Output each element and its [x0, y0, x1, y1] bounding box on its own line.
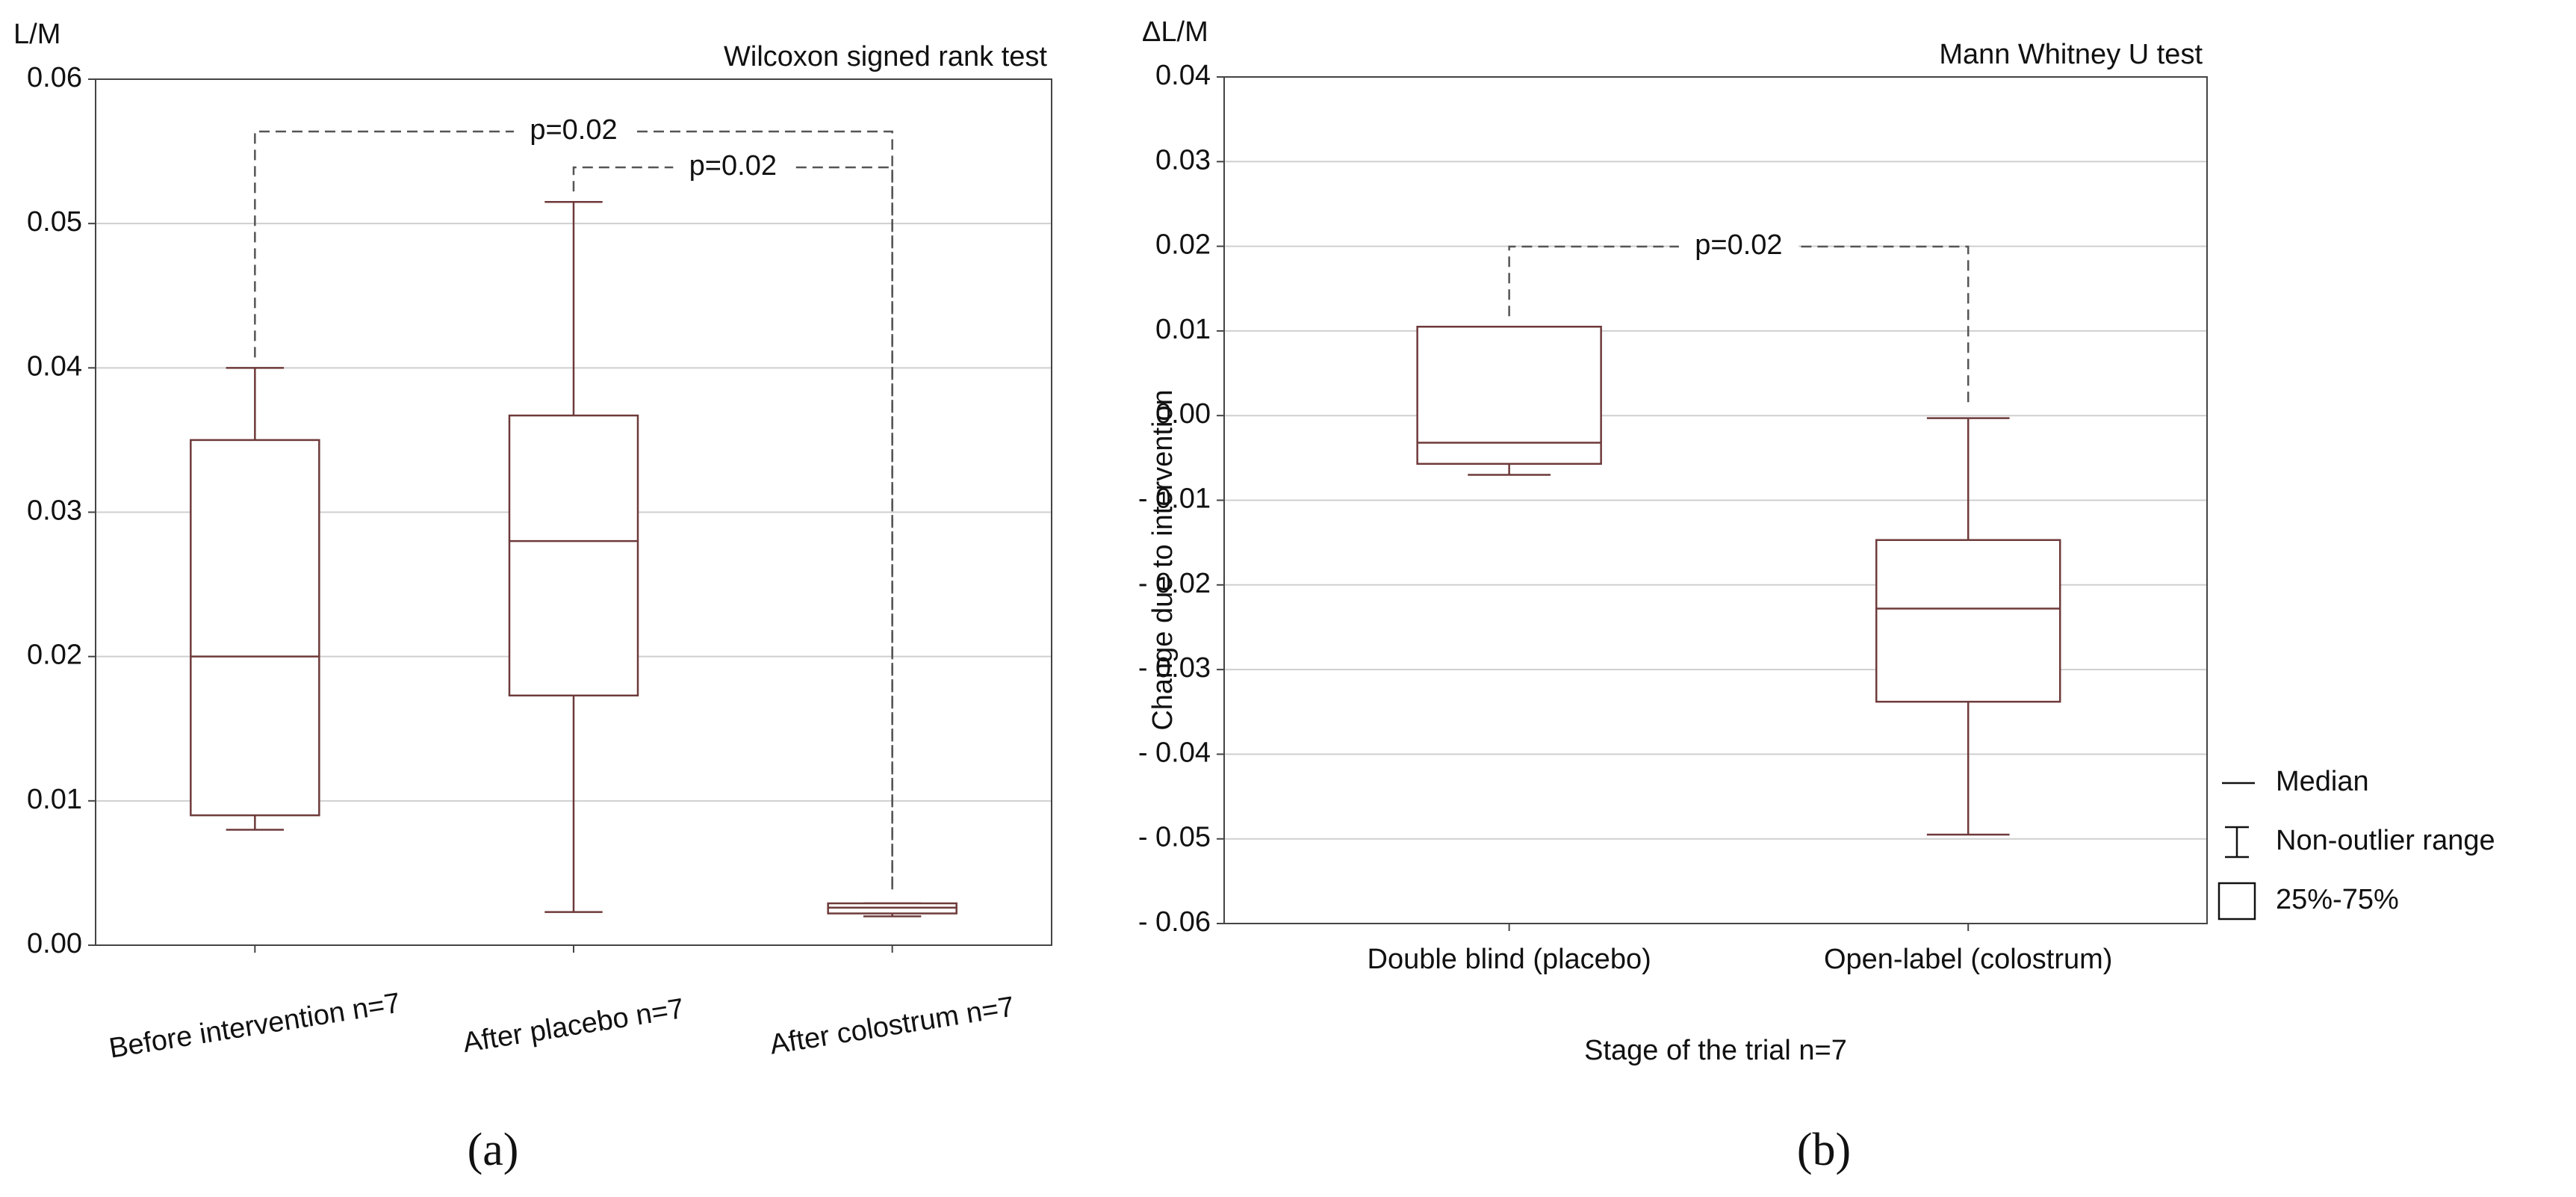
annotation: p=0.02: [689, 150, 777, 182]
annotation-bg: [514, 114, 633, 149]
y-tick-label: 0.04: [27, 350, 82, 382]
x-tick-label: After placebo n=7: [461, 993, 686, 1059]
y-tick-label: - 0.01: [1138, 483, 1211, 515]
annotation-bg: [673, 149, 793, 185]
x-tick-label: After colostrum n=7: [768, 991, 1017, 1060]
box: [1875, 539, 2061, 703]
y-tick-label: 0.00: [1155, 398, 1211, 430]
box: [190, 439, 320, 817]
legend-label: 25%-75%: [2276, 884, 2399, 915]
y-tick-label: 0.00: [27, 928, 82, 959]
box: [508, 414, 639, 697]
plot-frame: [1223, 76, 2208, 924]
y-tick-label: 0.02: [27, 640, 82, 671]
chart-title: Mann Whitney U test: [1939, 39, 2203, 70]
x-axis-label: Stage of the trial n=7: [1584, 1035, 1847, 1066]
legend-range-key: [2225, 826, 2249, 859]
y-tick-label: 0.01: [1155, 314, 1211, 345]
unit-label: ΔL/M: [1142, 16, 1208, 48]
annotation: p=0.02: [530, 114, 617, 146]
annotation-bg: [1678, 229, 1798, 265]
legend-box-key: [2217, 882, 2256, 921]
legend-label: Median: [2276, 766, 2369, 797]
unit-label: L/M: [13, 19, 60, 50]
annotation: p=0.02: [1695, 229, 1782, 261]
box: [1416, 325, 1602, 466]
y-tick-label: - 0.02: [1138, 568, 1211, 599]
x-tick-label: Double blind (placebo): [1368, 944, 1651, 975]
y-tick-label: 0.04: [1155, 60, 1211, 91]
y-tick-label: 0.05: [27, 206, 82, 238]
y-tick-label: 0.03: [1155, 144, 1211, 176]
y-tick-label: 0.02: [1155, 229, 1211, 261]
x-tick-label: Before intervention n=7: [107, 987, 403, 1064]
panel-label: (a): [468, 1125, 519, 1175]
y-axis-label: Change due to intervention: [1147, 389, 1179, 730]
y-tick-label: 0.06: [27, 62, 82, 93]
y-tick-label: - 0.05: [1138, 822, 1211, 853]
y-tick-label: 0.03: [27, 495, 82, 527]
legend-label: Non-outlier range: [2276, 825, 2495, 856]
y-tick-label: - 0.03: [1138, 652, 1211, 684]
y-tick-label: - 0.04: [1138, 737, 1211, 768]
chart-title: Wilcoxon signed rank test: [724, 41, 1047, 72]
y-tick-label: - 0.06: [1138, 906, 1211, 938]
panel-label: (b): [1797, 1125, 1851, 1175]
x-tick-label: Open-label (colostrum): [1824, 944, 2112, 975]
y-tick-label: 0.01: [27, 784, 82, 815]
